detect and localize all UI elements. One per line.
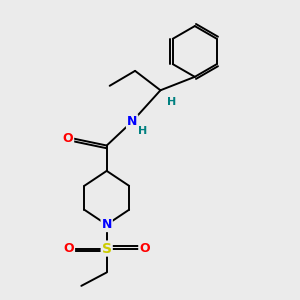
Text: H: H — [138, 126, 147, 136]
Text: O: O — [64, 242, 74, 255]
Text: S: S — [102, 242, 112, 256]
Text: O: O — [63, 132, 73, 145]
Text: N: N — [101, 218, 112, 231]
Text: O: O — [139, 242, 150, 255]
Text: N: N — [127, 115, 137, 128]
Text: H: H — [167, 97, 176, 106]
